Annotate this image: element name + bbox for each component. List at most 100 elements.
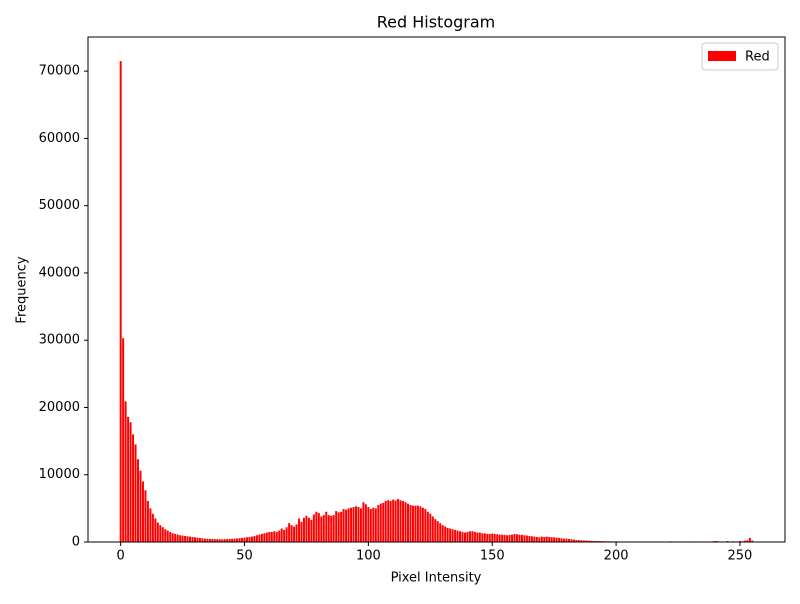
bar xyxy=(251,537,253,542)
bar xyxy=(196,538,198,542)
bar xyxy=(464,533,466,542)
bar xyxy=(330,516,332,542)
bar xyxy=(288,523,290,542)
y-tick-label: 60000 xyxy=(39,131,80,146)
bar xyxy=(340,512,342,542)
bar xyxy=(518,535,520,542)
bar xyxy=(523,535,525,542)
bar xyxy=(380,504,382,542)
bar xyxy=(303,518,305,542)
bar xyxy=(387,500,389,542)
bar xyxy=(276,532,278,542)
bar xyxy=(561,538,563,542)
bar xyxy=(159,525,161,542)
bar xyxy=(248,537,250,542)
bar xyxy=(514,534,516,542)
bar xyxy=(476,533,478,542)
bar xyxy=(412,506,414,542)
bar xyxy=(405,502,407,542)
bar xyxy=(541,537,543,542)
bar xyxy=(350,508,352,542)
y-tick-label: 50000 xyxy=(39,198,80,213)
x-tick-label: 100 xyxy=(356,549,381,564)
bar xyxy=(305,516,307,542)
bar xyxy=(338,512,340,542)
bar xyxy=(377,505,379,542)
bar xyxy=(144,490,146,542)
bar xyxy=(484,533,486,542)
legend: Red xyxy=(702,43,778,70)
bar xyxy=(236,539,238,542)
bar xyxy=(511,535,513,542)
bar xyxy=(130,422,132,542)
bar xyxy=(447,528,449,542)
bar xyxy=(135,444,137,542)
bar xyxy=(142,481,144,542)
bar xyxy=(489,534,491,542)
bar xyxy=(192,537,194,542)
bar xyxy=(132,434,134,542)
bar xyxy=(538,537,540,542)
bar xyxy=(419,506,421,542)
bar xyxy=(543,537,545,542)
bar xyxy=(343,509,345,542)
bar xyxy=(400,500,402,542)
bar xyxy=(372,508,374,542)
bar xyxy=(367,507,369,542)
bar xyxy=(516,534,518,542)
bar xyxy=(494,534,496,542)
bar xyxy=(310,520,312,542)
bar xyxy=(246,537,248,542)
bar xyxy=(466,532,468,542)
bar xyxy=(558,538,560,542)
bar xyxy=(362,502,364,542)
bar xyxy=(491,534,493,542)
bar xyxy=(201,538,203,542)
bar xyxy=(402,501,404,542)
bar xyxy=(546,537,548,542)
bar xyxy=(382,503,384,542)
bar xyxy=(566,539,568,542)
bar xyxy=(281,529,283,542)
y-axis-label: Frequency xyxy=(15,256,30,323)
bar xyxy=(189,537,191,542)
bar xyxy=(385,501,387,542)
legend-swatch xyxy=(708,51,736,61)
bar xyxy=(313,514,315,542)
bar xyxy=(174,534,176,542)
bar xyxy=(239,538,241,542)
bar xyxy=(397,499,399,542)
bar xyxy=(439,523,441,542)
bar xyxy=(335,511,337,542)
bar xyxy=(360,508,362,542)
bar xyxy=(263,533,265,542)
bar xyxy=(125,401,127,542)
chart-title: Red Histogram xyxy=(377,13,495,32)
bar xyxy=(409,505,411,542)
bar xyxy=(261,534,263,542)
bar xyxy=(204,539,206,542)
bar xyxy=(556,538,558,542)
bar xyxy=(266,533,268,542)
bar xyxy=(526,536,528,542)
bar xyxy=(486,534,488,542)
bar xyxy=(179,535,181,542)
bar xyxy=(182,536,184,542)
bar xyxy=(749,538,751,542)
bar xyxy=(273,531,275,542)
bar xyxy=(457,531,459,542)
bar xyxy=(375,508,377,542)
x-tick-label: 50 xyxy=(236,549,253,564)
bar xyxy=(298,518,300,542)
bar xyxy=(417,506,419,542)
bar xyxy=(499,535,501,542)
bar xyxy=(444,527,446,542)
bar xyxy=(293,527,295,542)
bar xyxy=(370,509,372,542)
bar xyxy=(442,525,444,542)
bar xyxy=(244,538,246,542)
bar xyxy=(194,537,196,542)
bar xyxy=(355,506,357,542)
bar xyxy=(164,529,166,542)
